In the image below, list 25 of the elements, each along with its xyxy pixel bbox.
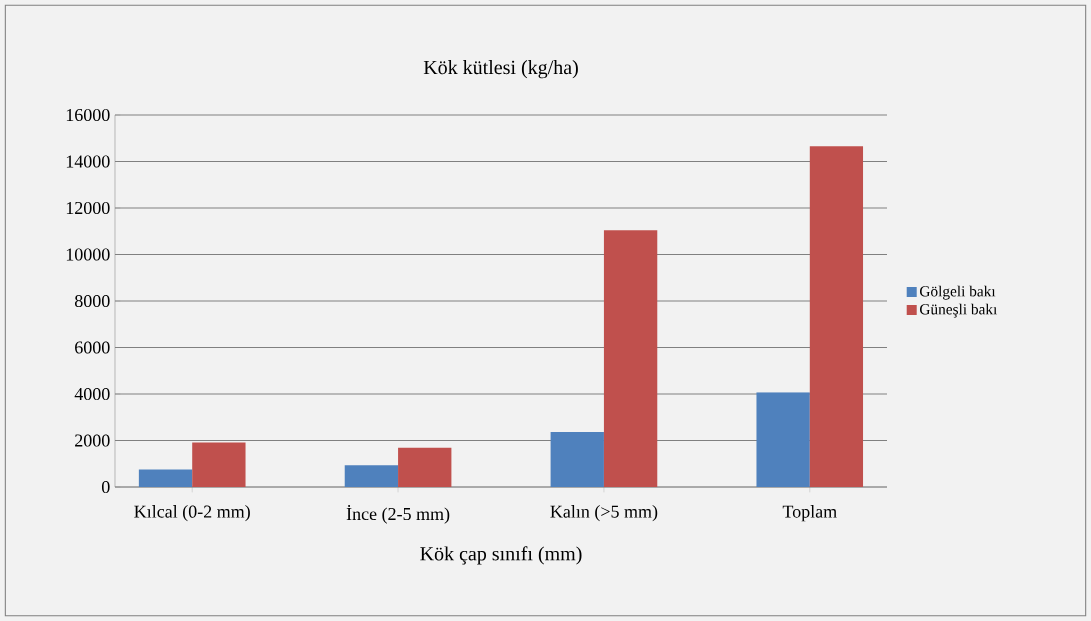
bar — [603, 230, 658, 487]
bar — [756, 392, 810, 487]
y-tick-label: 0 — [101, 480, 110, 494]
bar — [550, 431, 604, 487]
x-axis-title: Kök çap sınıfı (mm) — [420, 546, 582, 565]
legend-label: Güneşli bakı — [920, 303, 998, 318]
x-tick-label: İnce (2-5 mm) — [346, 505, 450, 524]
bar — [344, 465, 399, 487]
x-tick-label: Kılcal (0-2 mm) — [134, 505, 250, 522]
bar — [138, 469, 193, 487]
y-tick-label: 2000 — [75, 434, 110, 447]
y-tick-label: 10000 — [66, 248, 110, 261]
bar — [809, 146, 864, 487]
chart-title: Kök kütlesi (kg/ha) — [423, 60, 578, 79]
y-tick-label: 16000 — [66, 108, 110, 122]
y-tick-label: 14000 — [66, 155, 110, 168]
y-tick-label: 6000 — [75, 341, 110, 354]
x-tick-label: Toplam — [782, 505, 837, 522]
bar — [192, 442, 246, 487]
y-tick-label: 4000 — [74, 387, 110, 401]
legend-label: Gölgeli bakı — [920, 285, 996, 300]
x-tick-label: Kalın (>5 mm) — [550, 505, 658, 522]
y-tick-label: 12000 — [66, 201, 110, 215]
y-tick-label: 8000 — [74, 294, 110, 308]
bar — [398, 447, 452, 487]
